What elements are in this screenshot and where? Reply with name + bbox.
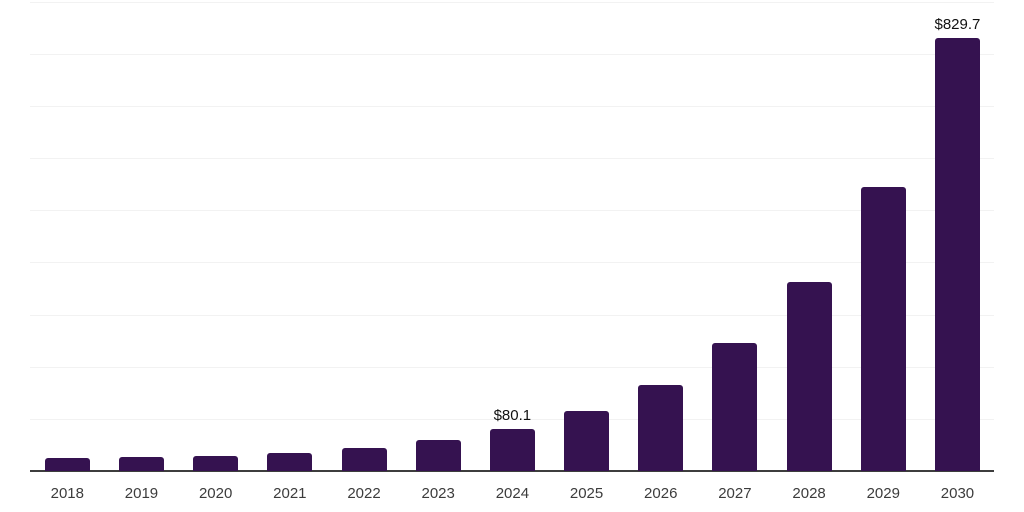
bar-2028 [786,282,832,471]
data-label-2024: $80.1 [493,407,532,425]
gridline-300 [30,314,994,316]
bar-2023 [415,440,461,471]
gridline-400 [30,262,994,264]
gridline-900 [30,1,994,3]
bar-2025 [564,411,610,471]
bar-2022 [341,447,387,471]
data-label-2030: $829.7 [934,16,981,34]
bar-2021 [267,452,313,471]
gridline-100 [30,418,994,420]
x-tick-label-2024: 2024 [495,485,530,502]
x-tick-label-2027: 2027 [718,485,752,502]
x-tick-label-2018: 2018 [50,485,84,502]
bar-2030 [934,38,980,471]
x-tick-label-2021: 2021 [273,485,307,502]
bar-2027 [712,342,758,471]
gridline-500 [30,210,994,212]
x-tick-label-2025: 2025 [569,485,604,502]
x-tick-label-2029: 2029 [866,485,900,502]
x-axis-line [30,470,994,472]
x-tick-label-2022: 2022 [347,485,381,502]
gridline-700 [30,105,994,107]
x-tick-label-2028: 2028 [792,485,826,502]
x-tick-label-2030: 2030 [940,485,975,502]
gridline-800 [30,53,994,55]
bar-2018 [44,457,90,471]
bar-2020 [193,456,239,471]
x-tick-label-2023: 2023 [421,485,455,502]
x-tick-label-2026: 2026 [644,485,678,502]
bar-2024 [489,429,535,471]
gridline-200 [30,366,994,368]
bar-2026 [638,384,684,471]
gridline-600 [30,158,994,160]
x-tick-label-2019: 2019 [124,485,159,502]
bar-2019 [118,456,164,471]
x-tick-label-2020: 2020 [198,485,233,502]
bar-2029 [860,187,906,471]
